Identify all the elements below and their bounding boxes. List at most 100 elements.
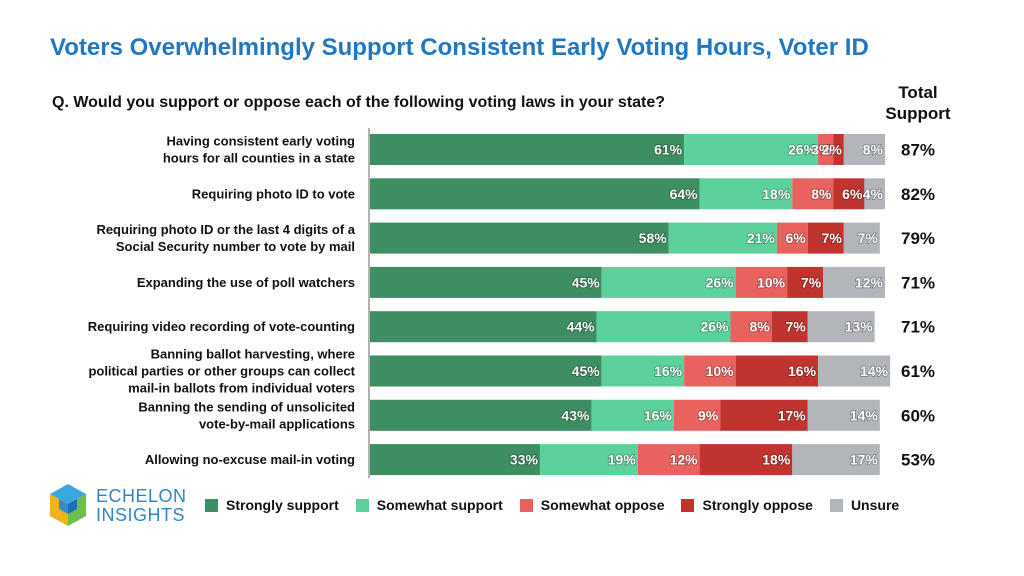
bar-segment — [735, 266, 788, 298]
bar-value-label: 4% — [863, 186, 884, 202]
bar-value-label: 7% — [786, 319, 807, 335]
bar-value-label: 12% — [855, 274, 884, 290]
legend-swatch — [355, 498, 369, 512]
chart-legend: Strongly support Somewhat support Somewhat… — [205, 497, 916, 513]
bar-segment — [864, 178, 885, 210]
brand-line-1: ECHELON — [96, 486, 187, 506]
total-support-value: 71% — [901, 273, 935, 292]
bar-value-label: 18% — [762, 186, 791, 202]
total-header-line-1: Total — [898, 83, 938, 102]
bar-value-label: 8% — [863, 142, 884, 158]
category-label: Expanding the use of poll watchers — [137, 275, 355, 290]
bar-value-label: 45% — [572, 363, 601, 379]
bar-segment — [833, 134, 844, 165]
bar-segment — [601, 266, 736, 298]
bar-segment — [539, 444, 638, 476]
bar-segment — [843, 134, 885, 165]
bar-segment — [787, 266, 824, 298]
bar-segment — [684, 134, 819, 165]
brand-name: ECHELON INSIGHTS — [96, 487, 187, 525]
category-label: Requiring photo ID or the last 4 digits … — [96, 222, 355, 254]
bar-value-label: 16% — [654, 363, 683, 379]
bar-segment — [807, 311, 875, 343]
legend-item: Somewhat support — [355, 497, 503, 513]
category-label: Banning the sending of unsolicited vote-b… — [138, 399, 355, 431]
bar-segment — [720, 399, 808, 431]
bar-value-label: 6% — [786, 230, 807, 246]
legend-swatch — [205, 498, 218, 512]
bar-segment — [792, 178, 834, 210]
bar-segment — [699, 178, 793, 210]
bar-segment — [818, 134, 834, 165]
legend-label: Strongly oppose — [702, 497, 813, 513]
bar-segment — [807, 222, 844, 254]
bar-value-label: 21% — [747, 230, 776, 246]
bar-segment — [591, 399, 674, 431]
legend-swatch — [519, 498, 533, 512]
bar-segment — [370, 355, 602, 387]
bar-value-label: 7% — [801, 274, 822, 290]
bar-value-label: 14% — [850, 407, 879, 423]
bar-value-label: 17% — [850, 452, 879, 468]
bar-segment — [637, 444, 700, 476]
category-label: Banning ballot harvesting, where politica… — [88, 347, 355, 396]
bar-segment — [735, 355, 819, 387]
total-support-value: 60% — [901, 406, 935, 425]
chart-title: Voters Overwhelmingly Support Consistent… — [50, 34, 869, 61]
bar-value-label: 19% — [608, 452, 637, 468]
bar-value-label: 10% — [706, 363, 735, 379]
bar-segment — [668, 222, 777, 254]
bar-value-label: 14% — [860, 363, 889, 379]
bar-segment — [370, 444, 540, 476]
bar-segment — [843, 222, 880, 254]
bar-segment — [807, 399, 880, 431]
bar-value-label: 17% — [778, 407, 807, 423]
bar-value-label: 8% — [749, 319, 770, 335]
bar-value-label: 26% — [700, 319, 729, 335]
bar-value-label: 45% — [572, 274, 601, 290]
bar-value-label: 7% — [858, 230, 879, 246]
bar-segment — [792, 444, 880, 476]
bar-value-label: 61% — [654, 142, 683, 158]
total-support-value: 61% — [901, 362, 935, 381]
bar-value-label: 7% — [822, 230, 843, 246]
bar-segment — [673, 399, 721, 431]
bar-value-label: 16% — [644, 407, 673, 423]
bar-value-label: 64% — [670, 186, 699, 202]
bar-value-label: 18% — [762, 452, 791, 468]
bar-value-label: 3% — [811, 142, 832, 158]
bar-value-label: 33% — [510, 452, 539, 468]
legend-label: Somewhat support — [376, 497, 503, 513]
bar-segment — [370, 266, 602, 298]
bar-segment — [596, 311, 731, 343]
category-label: Allowing no-excuse mail-in voting — [145, 452, 355, 467]
total-support-value: 87% — [901, 141, 935, 160]
bar-value-label: 44% — [567, 319, 596, 335]
category-label: Requiring video recording of vote-counti… — [88, 319, 355, 334]
hexagon-cube-icon — [50, 484, 86, 526]
bar-value-label: 6% — [842, 186, 863, 202]
legend-label: Unsure — [850, 497, 900, 513]
bar-segment — [370, 222, 669, 254]
legend-item: Strongly support — [205, 497, 339, 513]
bar-value-label: 13% — [845, 319, 874, 335]
total-support-value: 53% — [901, 451, 935, 470]
total-support-value: 71% — [901, 318, 935, 337]
survey-question: Q. Would you support or oppose each of t… — [52, 94, 666, 111]
total-support-value: 82% — [901, 185, 935, 204]
bar-value-label: 2% — [822, 142, 843, 158]
total-support-header: Total Support — [872, 82, 964, 124]
bar-segment — [818, 355, 891, 387]
bar-segment — [771, 311, 808, 343]
bar-value-label: 12% — [670, 452, 699, 468]
legend-item: Somewhat oppose — [519, 497, 664, 513]
bar-value-label: 26% — [706, 274, 735, 290]
bar-segment — [833, 178, 865, 210]
legend-swatch — [829, 498, 843, 512]
legend-item: Strongly oppose — [681, 497, 813, 513]
bar-segment — [370, 178, 700, 210]
category-label: Requiring photo ID to vote — [192, 186, 355, 201]
bar-segment — [684, 355, 736, 387]
bar-segment — [730, 311, 772, 343]
